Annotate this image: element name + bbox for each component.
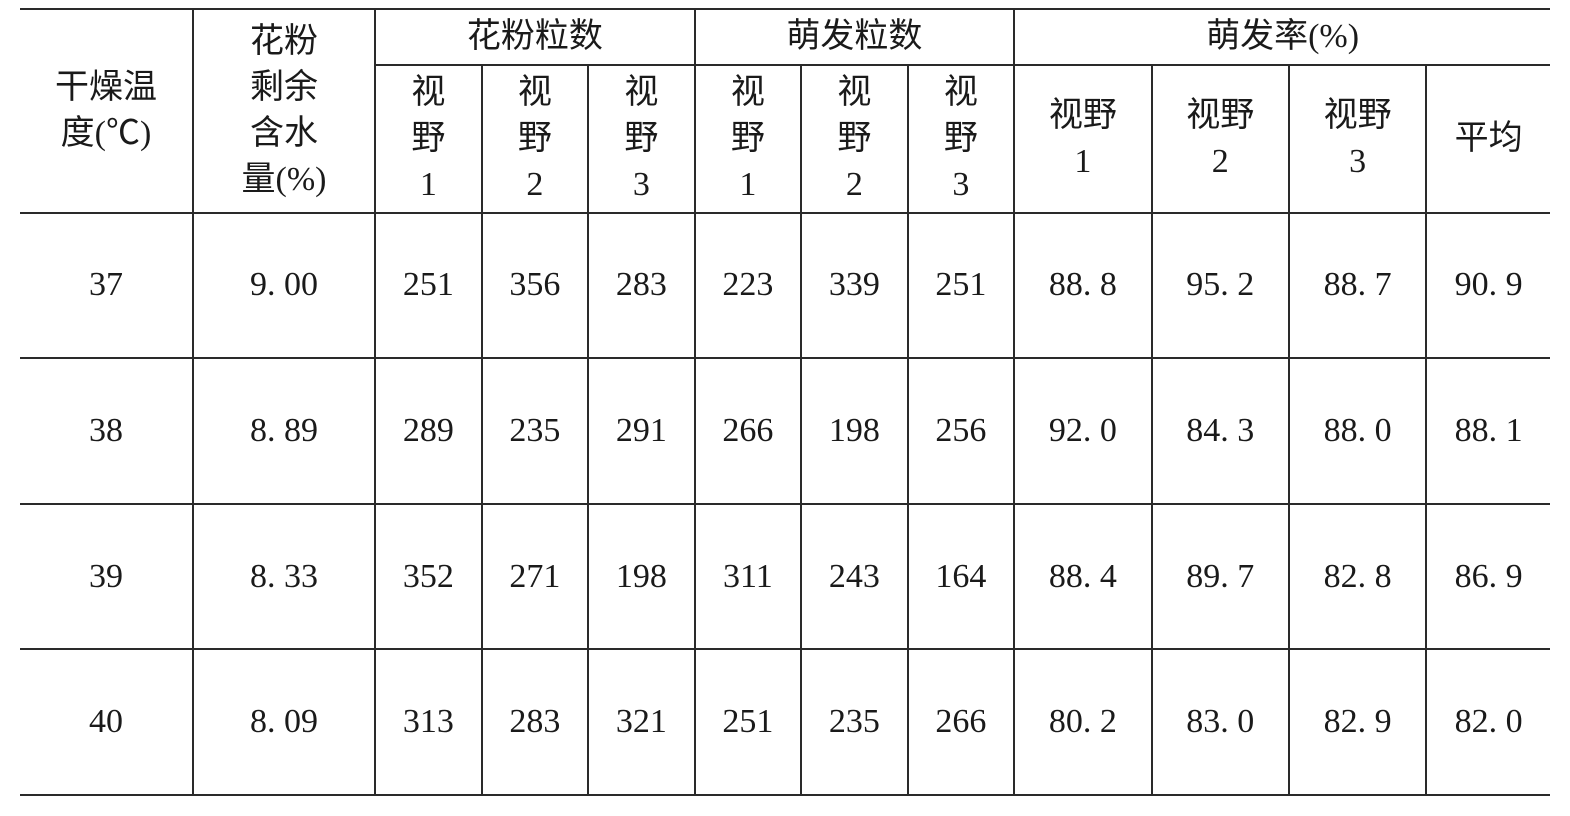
col-sub-avg: 平均 <box>1426 65 1550 213</box>
cell-water: 8. 33 <box>193 504 375 650</box>
cell-rate-1: 80. 2 <box>1014 649 1151 795</box>
col-group-rate: 萌发率(%) <box>1014 9 1550 65</box>
cell-rate-3: 88. 7 <box>1289 213 1426 359</box>
cell-count-2: 283 <box>482 649 589 795</box>
col-sub-germ-3: 视野3 <box>908 65 1015 213</box>
table-body: 37 9. 00 251 356 283 223 339 251 88. 8 9… <box>20 213 1550 795</box>
cell-rate-2: 84. 3 <box>1152 358 1289 504</box>
cell-count-2: 235 <box>482 358 589 504</box>
col-sub-count-2: 视野2 <box>482 65 589 213</box>
col-sub-germ-2: 视野2 <box>801 65 908 213</box>
cell-germ-1: 266 <box>695 358 802 504</box>
table-row: 40 8. 09 313 283 321 251 235 266 80. 2 8… <box>20 649 1550 795</box>
cell-germ-1: 311 <box>695 504 802 650</box>
col-sub-rate-2: 视野2 <box>1152 65 1289 213</box>
cell-count-3: 291 <box>588 358 695 504</box>
col-header-water: 花粉剩余含水量(%) <box>193 9 375 213</box>
cell-germ-2: 198 <box>801 358 908 504</box>
cell-rate-3: 88. 0 <box>1289 358 1426 504</box>
cell-rate-1: 88. 4 <box>1014 504 1151 650</box>
table-row: 38 8. 89 289 235 291 266 198 256 92. 0 8… <box>20 358 1550 504</box>
cell-rate-3: 82. 9 <box>1289 649 1426 795</box>
cell-germ-2: 243 <box>801 504 908 650</box>
cell-count-1: 251 <box>375 213 482 359</box>
cell-germ-2: 339 <box>801 213 908 359</box>
col-sub-count-3: 视野3 <box>588 65 695 213</box>
cell-count-2: 271 <box>482 504 589 650</box>
table-row: 39 8. 33 352 271 198 311 243 164 88. 4 8… <box>20 504 1550 650</box>
pollen-data-table: 干燥温度(℃) 花粉剩余含水量(%) 花粉粒数 萌发粒数 萌发率(%) 视野1 … <box>20 8 1550 796</box>
col-group-germ: 萌发粒数 <box>695 9 1015 65</box>
cell-germ-3: 256 <box>908 358 1015 504</box>
cell-germ-1: 251 <box>695 649 802 795</box>
cell-rate-3: 82. 8 <box>1289 504 1426 650</box>
cell-rate-1: 88. 8 <box>1014 213 1151 359</box>
cell-avg: 88. 1 <box>1426 358 1550 504</box>
cell-avg: 82. 0 <box>1426 649 1550 795</box>
cell-rate-2: 95. 2 <box>1152 213 1289 359</box>
col-sub-rate-1: 视野1 <box>1014 65 1151 213</box>
cell-temp: 37 <box>20 213 193 359</box>
cell-germ-2: 235 <box>801 649 908 795</box>
cell-germ-1: 223 <box>695 213 802 359</box>
cell-count-3: 321 <box>588 649 695 795</box>
cell-count-2: 356 <box>482 213 589 359</box>
cell-temp: 40 <box>20 649 193 795</box>
cell-germ-3: 164 <box>908 504 1015 650</box>
cell-avg: 90. 9 <box>1426 213 1550 359</box>
col-sub-count-1: 视野1 <box>375 65 482 213</box>
cell-water: 8. 89 <box>193 358 375 504</box>
table-row: 37 9. 00 251 356 283 223 339 251 88. 8 9… <box>20 213 1550 359</box>
cell-avg: 86. 9 <box>1426 504 1550 650</box>
cell-count-1: 313 <box>375 649 482 795</box>
cell-water: 8. 09 <box>193 649 375 795</box>
cell-count-3: 283 <box>588 213 695 359</box>
col-header-temp: 干燥温度(℃) <box>20 9 193 213</box>
col-group-count: 花粉粒数 <box>375 9 695 65</box>
table-header: 干燥温度(℃) 花粉剩余含水量(%) 花粉粒数 萌发粒数 萌发率(%) 视野1 … <box>20 9 1550 213</box>
col-sub-germ-1: 视野1 <box>695 65 802 213</box>
col-sub-rate-3: 视野3 <box>1289 65 1426 213</box>
cell-count-1: 289 <box>375 358 482 504</box>
cell-temp: 39 <box>20 504 193 650</box>
cell-count-3: 198 <box>588 504 695 650</box>
cell-rate-2: 83. 0 <box>1152 649 1289 795</box>
cell-germ-3: 266 <box>908 649 1015 795</box>
cell-rate-2: 89. 7 <box>1152 504 1289 650</box>
cell-germ-3: 251 <box>908 213 1015 359</box>
cell-temp: 38 <box>20 358 193 504</box>
cell-water: 9. 00 <box>193 213 375 359</box>
cell-rate-1: 92. 0 <box>1014 358 1151 504</box>
cell-count-1: 352 <box>375 504 482 650</box>
